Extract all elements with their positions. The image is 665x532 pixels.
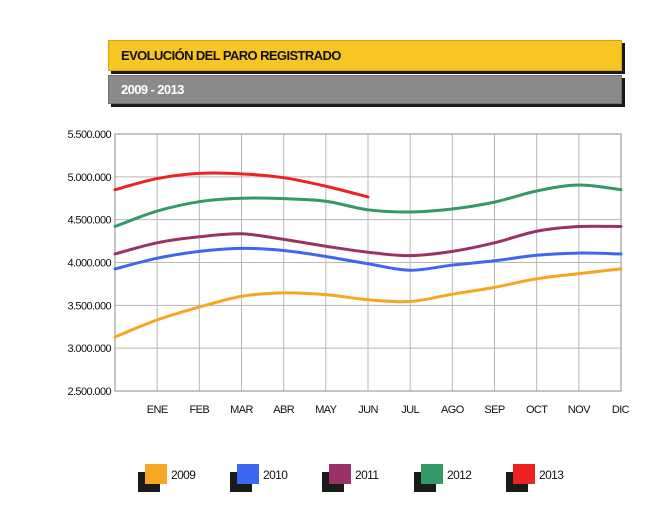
chart-subtitle-banner: 2009 - 2013 <box>108 75 622 104</box>
legend-swatch <box>329 464 351 484</box>
legend-swatch <box>421 464 443 484</box>
chart-title: EVOLUCIÓN DEL PARO REGISTRADO <box>121 48 341 63</box>
x-tick-label: DIC <box>612 404 630 416</box>
legend-swatch <box>237 464 259 484</box>
x-tick-label: MAR <box>230 404 253 416</box>
chart-legend: 2009 2010 2011 2012 2013 <box>0 462 665 496</box>
plot-area-border <box>114 133 622 392</box>
legend-label: 2009 <box>171 468 196 482</box>
x-tick-label: AGO <box>441 404 465 416</box>
series-line-2011 <box>113 224 623 258</box>
y-tick-label: 4.000.000 <box>67 258 111 270</box>
x-tick-label: JUL <box>401 404 419 416</box>
x-tick-label: OCT <box>526 404 548 416</box>
x-tick-label: SEP <box>484 404 504 416</box>
chart-title-banner: EVOLUCIÓN DEL PARO REGISTRADO <box>108 40 622 71</box>
series-line-2009 <box>113 267 623 339</box>
legend-swatch <box>145 464 167 484</box>
y-tick-label: 3.000.000 <box>67 343 111 355</box>
series-line-2012 <box>113 183 623 229</box>
x-tick-label: ENE <box>147 404 168 416</box>
y-tick-label: 5.000.000 <box>67 172 111 184</box>
x-axis-ticks: ENE FEB MAR ABR MAY JUN JUL AGO SEP OCT NOV DIC <box>147 404 630 416</box>
x-tick-label: NOV <box>568 404 591 416</box>
legend-label: 2012 <box>447 468 472 482</box>
chart-subtitle: 2009 - 2013 <box>121 82 184 97</box>
x-tick-label: JUN <box>358 404 378 416</box>
series-line-2010 <box>113 246 623 272</box>
x-tick-label: ABR <box>273 404 294 416</box>
series-line-2013 <box>113 171 370 199</box>
y-tick-label: 5.500.000 <box>67 129 111 141</box>
legend-label: 2013 <box>539 468 564 482</box>
y-tick-label: 4.500.000 <box>67 215 111 227</box>
y-tick-label: 2.500.000 <box>67 386 111 398</box>
chart-grid <box>114 133 622 392</box>
x-tick-label: MAY <box>315 404 337 416</box>
y-tick-label: 3.500.000 <box>67 300 111 312</box>
legend-label: 2010 <box>263 468 288 482</box>
chart-series <box>113 171 623 339</box>
legend-label: 2011 <box>355 468 379 482</box>
x-tick-label: FEB <box>190 404 210 416</box>
legend-swatch <box>513 464 535 484</box>
y-axis-ticks: 2.500.000 3.000.000 3.500.000 4.000.000 4.50… <box>67 129 112 398</box>
